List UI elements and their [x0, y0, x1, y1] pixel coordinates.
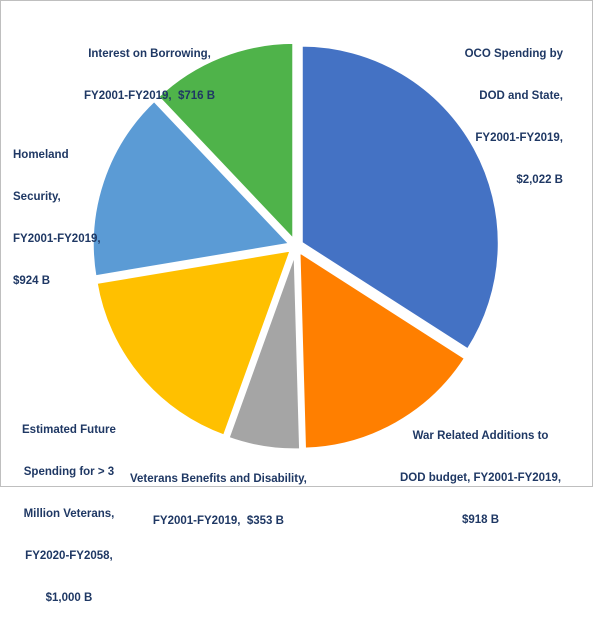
- pie-chart: [90, 40, 501, 452]
- pie-slice-estimated-future-spending: [94, 248, 293, 438]
- label-interest-on-borrowing: Interest on Borrowing, FY2001-FY2019, $7…: [84, 48, 216, 102]
- label-homeland-security: Homeland Security, FY2001-FY2019, $924 B: [13, 149, 101, 287]
- pie-slice-war-related-additions: [297, 249, 468, 451]
- pie-slice-interest-on-borrowing: [156, 40, 296, 242]
- pie-slice-veterans-benefits: [226, 250, 303, 452]
- pie-slice-homeland-security: [90, 98, 292, 279]
- label-war-related-additions: War Related Additions to DOD budget, FY2…: [400, 430, 562, 526]
- label-oco-spending: OCO Spending by DOD and State, FY2001-FY…: [464, 48, 563, 186]
- label-estimated-future-spending: Estimated Future Spending for > 3 Millio…: [22, 424, 116, 604]
- chart-frame: [0, 0, 593, 487]
- label-veterans-benefits: Veterans Benefits and Disability, FY2001…: [130, 473, 307, 527]
- pie-slice-oco-spending: [299, 43, 501, 352]
